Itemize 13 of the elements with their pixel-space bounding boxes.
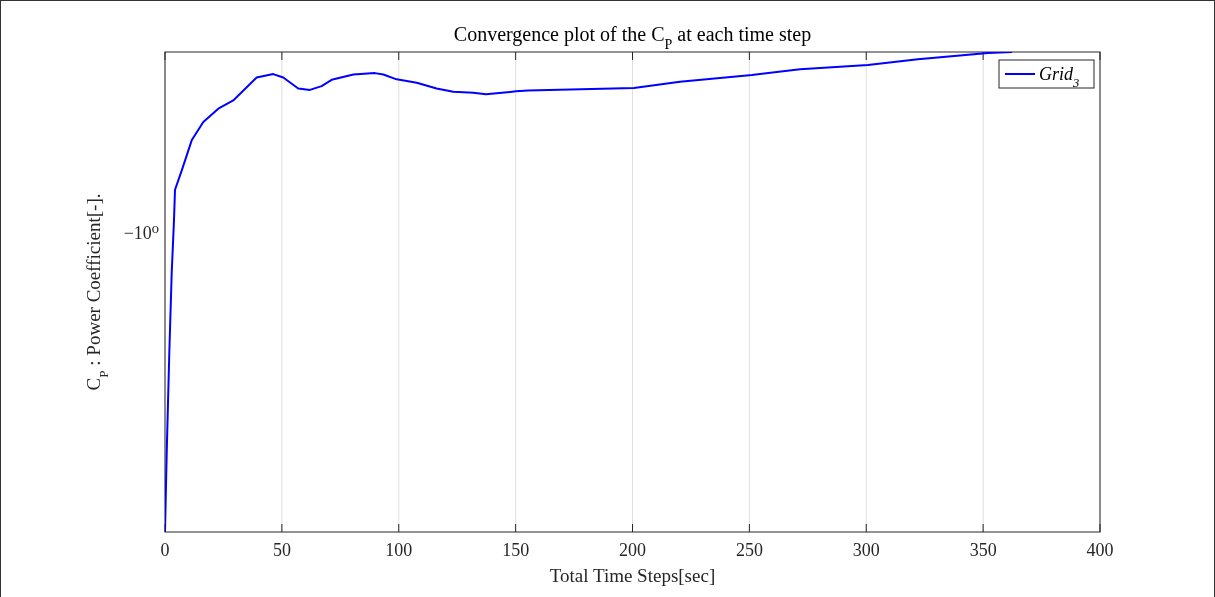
x-tick-label: 300 bbox=[852, 540, 880, 560]
x-tick-label: 0 bbox=[160, 540, 170, 560]
text: −10⁰ bbox=[123, 223, 159, 243]
x-tick-label: 250 bbox=[735, 540, 763, 560]
x-axis-title: Total Time Steps[sec] bbox=[549, 565, 716, 586]
legend-label: Grid$_{3}$ bbox=[1039, 64, 1080, 90]
x-tick-label: 400 bbox=[1086, 540, 1114, 560]
x-tick-label: 50 bbox=[272, 540, 291, 560]
x-tick-label: 100 bbox=[385, 540, 413, 560]
x-tick-label: 350 bbox=[969, 540, 997, 560]
x-tick-label: 150 bbox=[502, 540, 530, 560]
chart-title: Convergence plot of the C$_{P}$ at each time step bbox=[453, 23, 812, 52]
x-tick-label: 200 bbox=[619, 540, 646, 560]
